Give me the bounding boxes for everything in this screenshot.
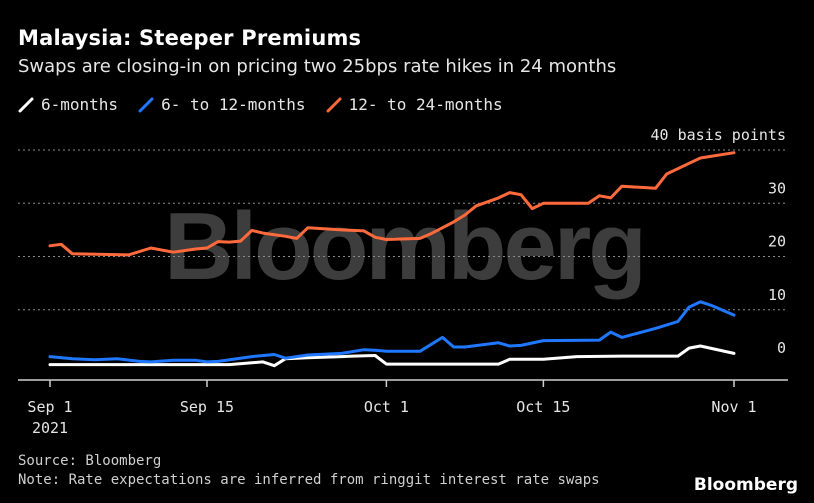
legend-label-6-to-12-months: 6- to 12-months [161, 95, 306, 114]
legend-swatch-line-12-to-24-months [326, 97, 342, 112]
legend-item-12-to-24-months: 12- to 24-months [326, 95, 503, 114]
tick-labels: 0 10 20 30 40 basis points Sep 1 2021 Sep 15 Oct… [27, 126, 786, 437]
legend-swatch-line-6-months [18, 97, 34, 112]
x-tick-label-2: Oct 1 [364, 398, 409, 416]
chart-subtitle: Swaps are closing-in on pricing two 25bp… [18, 56, 617, 77]
x-tick-sublabel-0: 2021 [32, 419, 68, 437]
chart-legend: 6-months 6- to 12-months 12- to 24-month… [18, 95, 503, 114]
legend-swatch-6-months [18, 97, 34, 112]
y-tick-label-30: 30 [768, 179, 786, 197]
bloomberg-logo: Bloomberg [693, 475, 798, 495]
series-1 [48, 300, 736, 364]
series-2 [48, 151, 736, 257]
series-line-2 [48, 151, 736, 257]
methodology-note: Note: Rate expectations are inferred fro… [18, 472, 600, 488]
series-0 [48, 344, 736, 368]
series-lines [48, 151, 736, 368]
series-line-0 [48, 344, 736, 368]
legend-swatch-line-6-to-12-months [138, 97, 154, 112]
legend-item-6-months: 6-months [18, 95, 118, 114]
y-tick-label-40: 40 basis points [651, 126, 786, 144]
gridlines [18, 149, 788, 311]
y-tick-label-20: 20 [768, 233, 786, 251]
source-note: Source: Bloomberg [18, 453, 162, 469]
series-line-1 [48, 300, 736, 364]
x-tick-label-1: Sep 15 [180, 398, 234, 416]
legend-swatch-6-to-12-months [138, 97, 154, 112]
legend-swatch-12-to-24-months [326, 97, 342, 112]
y-tick-label-0: 0 [777, 339, 786, 357]
legend-label-12-to-24-months: 12- to 24-months [348, 95, 503, 114]
chart-title: Malaysia: Steeper Premiums [18, 26, 362, 50]
x-tick-label-0: Sep 1 [27, 398, 72, 416]
x-tick-label-4: Nov 1 [711, 398, 756, 416]
y-tick-label-10: 10 [768, 286, 786, 304]
bloomberg-watermark: Bloomberg [164, 193, 644, 300]
axes [18, 379, 788, 387]
legend-label-6-months: 6-months [41, 95, 119, 114]
x-tick-label-3: Oct 15 [516, 398, 570, 416]
legend-item-6-to-12-months: 6- to 12-months [138, 95, 306, 114]
